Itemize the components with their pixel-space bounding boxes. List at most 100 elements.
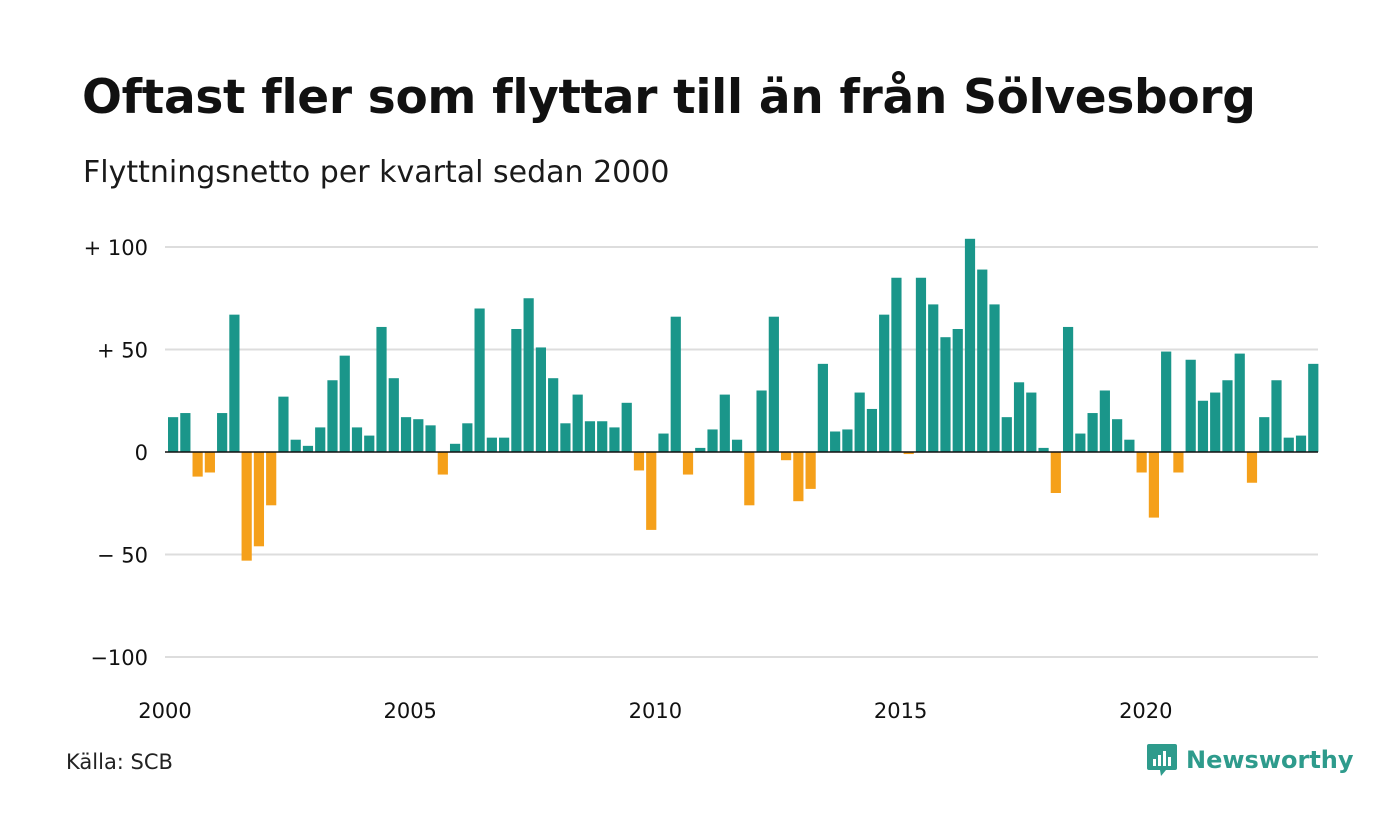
- bar: [584, 421, 596, 452]
- bar: [572, 394, 583, 452]
- bar: [695, 447, 706, 452]
- newsworthy-icon: [1147, 744, 1177, 776]
- bar: [351, 427, 363, 452]
- bar: [719, 394, 730, 452]
- bar: [1222, 380, 1233, 452]
- bar: [511, 329, 522, 452]
- bar: [400, 417, 412, 452]
- bar: [1099, 390, 1110, 452]
- bar: [1197, 400, 1209, 452]
- bar: [560, 423, 571, 452]
- bar: [217, 413, 228, 452]
- bar: [278, 396, 289, 452]
- x-tick-label: 2015: [874, 699, 927, 723]
- bar: [376, 326, 387, 452]
- bar: [866, 408, 878, 452]
- bar: [315, 427, 326, 452]
- bar: [474, 308, 485, 452]
- bar: [1075, 433, 1086, 452]
- bar: [339, 355, 350, 452]
- bar: [168, 417, 179, 452]
- bar: [1001, 417, 1012, 452]
- bar: [621, 402, 632, 452]
- bar: [1136, 452, 1147, 473]
- bar: [290, 439, 301, 452]
- brand-name: Newsworthy: [1186, 746, 1354, 774]
- bar: [1283, 437, 1294, 452]
- bar: [768, 316, 779, 452]
- bar: [486, 437, 497, 452]
- bar: [241, 452, 252, 561]
- newsworthy-logo: Newsworthy: [1146, 742, 1354, 778]
- bar: [192, 452, 203, 477]
- bar: [928, 304, 939, 452]
- bar: [1087, 413, 1098, 452]
- bar: [253, 452, 265, 547]
- bar-chart: + 100 + 50 0 − 50 −100 2000 2005 2010 2015 2020: [84, 236, 1319, 723]
- chart-title: Oftast fler som flyttar till än från Söl…: [82, 70, 1256, 125]
- bar: [266, 452, 277, 506]
- y-tick-label: 0: [135, 441, 148, 465]
- bar: [842, 429, 853, 452]
- bar: [633, 452, 645, 471]
- bar: [1124, 439, 1135, 452]
- bar: [1026, 392, 1037, 452]
- bar: [1173, 452, 1184, 473]
- bar: [682, 452, 694, 475]
- bar: [1246, 452, 1258, 483]
- bar: [854, 392, 865, 452]
- axes: + 100 + 50 0 − 50 −100 2000 2005 2010 2015 2020: [84, 236, 1318, 723]
- bar: [548, 378, 559, 452]
- bar: [989, 304, 1000, 452]
- bar: [731, 439, 743, 452]
- bar: [535, 347, 546, 452]
- bar: [707, 429, 718, 452]
- bar: [597, 421, 608, 452]
- bar: [805, 452, 816, 489]
- bar: [204, 452, 215, 473]
- bar: [413, 419, 424, 452]
- bar: [744, 452, 755, 506]
- bar: [1185, 359, 1196, 452]
- bar: [523, 298, 534, 452]
- bar: [1038, 447, 1049, 452]
- x-tick-label: 2020: [1119, 699, 1172, 723]
- bar: [302, 445, 314, 452]
- bar: [388, 378, 399, 452]
- bar: [609, 427, 620, 452]
- bar: [952, 329, 963, 452]
- bar: [1112, 419, 1123, 452]
- bar: [879, 314, 890, 452]
- bar: [940, 337, 951, 452]
- bar: [1148, 452, 1159, 518]
- bar: [756, 390, 767, 452]
- bar: [1210, 392, 1221, 452]
- bar: [977, 269, 988, 452]
- source-note: Källa: SCB: [66, 750, 173, 774]
- bar: [437, 452, 448, 475]
- bar: [646, 452, 657, 530]
- bar: [499, 437, 510, 452]
- gridlines: [165, 246, 1318, 658]
- bar: [1013, 382, 1025, 452]
- bar: [1062, 326, 1074, 452]
- y-tick-label: − 50: [97, 544, 148, 568]
- bar: [1259, 417, 1270, 452]
- bar: [964, 238, 976, 452]
- bar: [793, 452, 804, 502]
- x-tick-label: 2005: [383, 699, 436, 723]
- y-tick-label: −100: [90, 646, 148, 670]
- bar: [830, 431, 841, 452]
- bar: [1308, 363, 1319, 452]
- x-tick-label: 2010: [629, 699, 682, 723]
- bar: [903, 452, 914, 455]
- bar: [670, 316, 681, 452]
- bar: [1295, 435, 1307, 452]
- bar: [891, 277, 902, 452]
- y-tick-label: + 50: [97, 339, 148, 363]
- bar: [1271, 380, 1282, 452]
- bar: [462, 423, 473, 452]
- bar: [817, 363, 828, 452]
- bar: [425, 425, 436, 452]
- bar: [229, 314, 240, 452]
